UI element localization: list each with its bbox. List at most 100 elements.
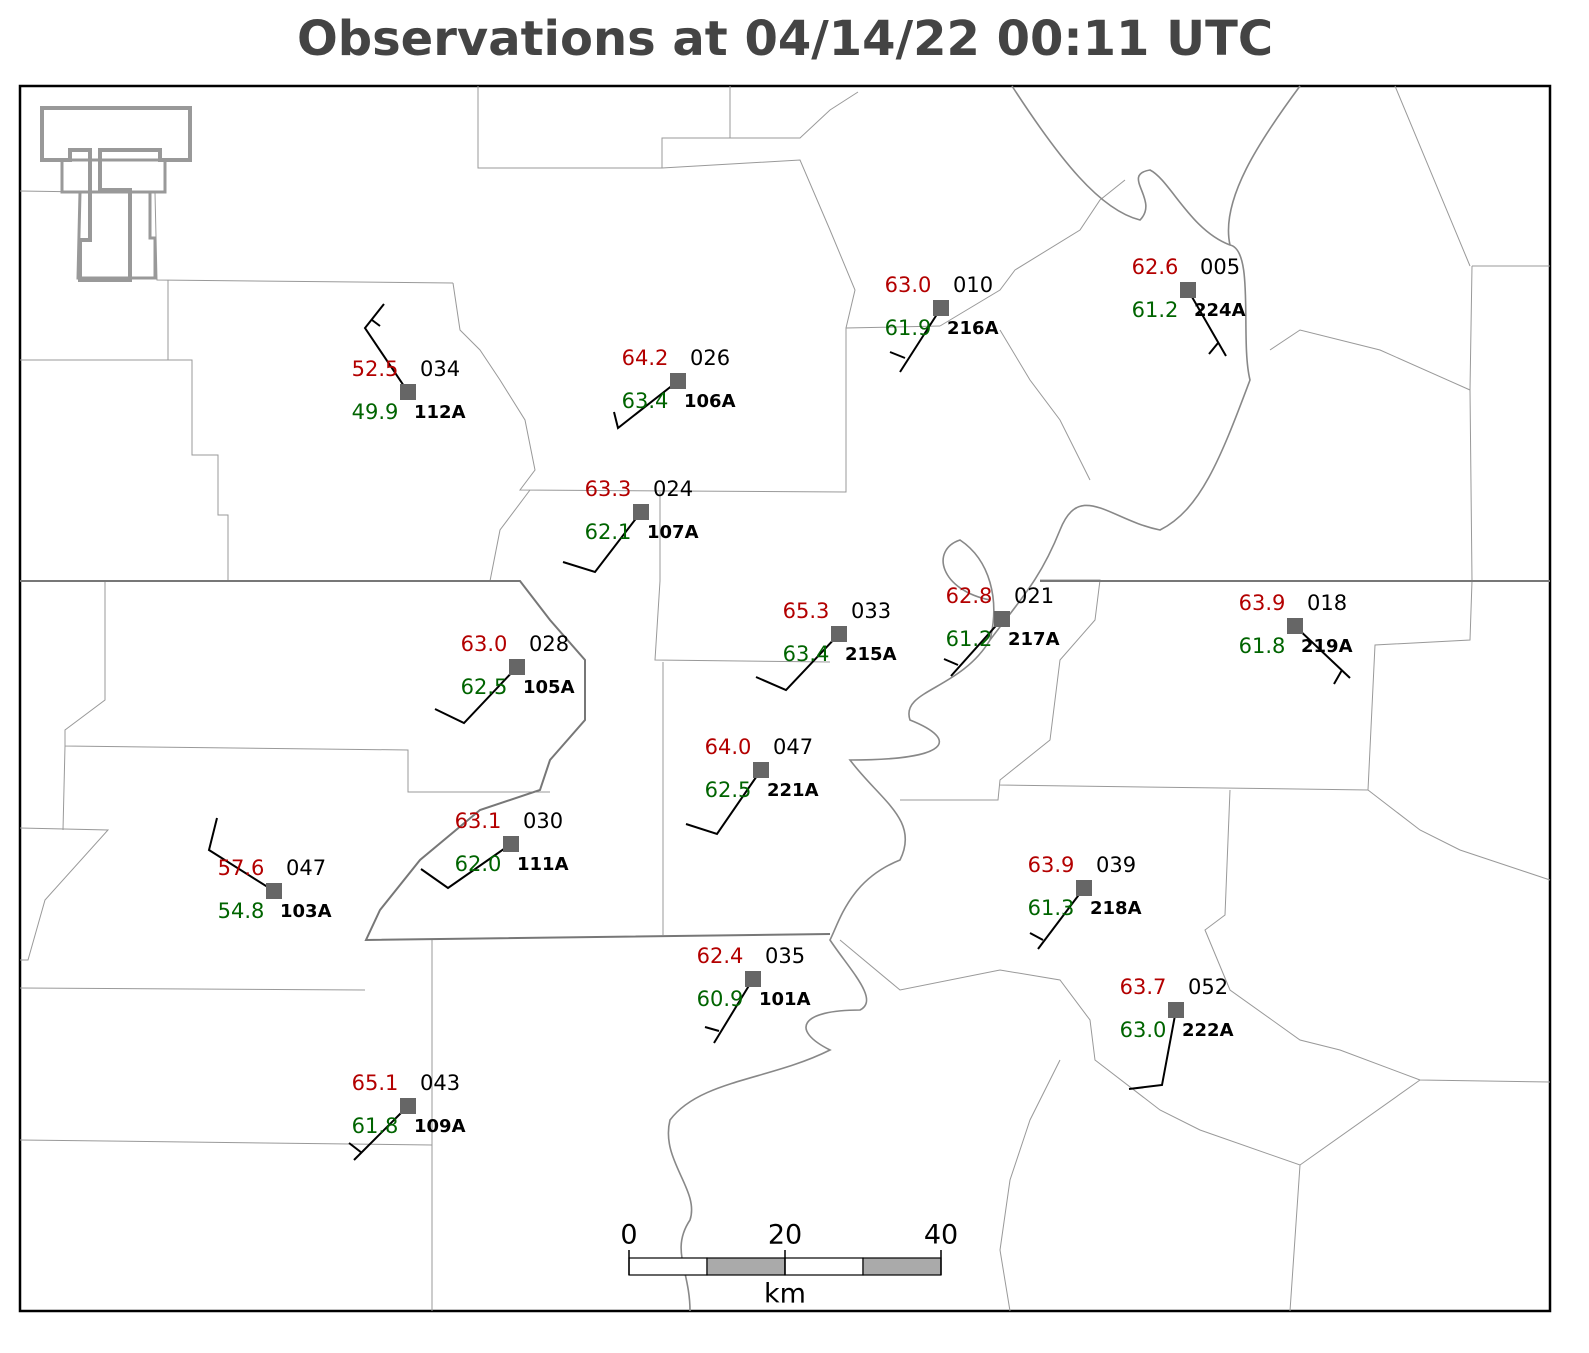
wind-barb [1128, 1009, 1177, 1090]
station-id: 222A [1182, 1020, 1234, 1041]
wind-barb [613, 380, 679, 430]
dewpoint: 61.9 [885, 316, 932, 340]
wind-barb [1294, 625, 1351, 679]
wind-barb [348, 1142, 363, 1154]
scale-tick-label: 20 [768, 1220, 802, 1251]
temperature: 63.0 [885, 273, 932, 297]
station-marker [509, 659, 525, 675]
temperature: 63.9 [1239, 591, 1286, 615]
dewpoint: 60.9 [697, 987, 744, 1011]
station-id: 101A [759, 989, 811, 1010]
wind-barb [1208, 342, 1219, 355]
ttu-logo [40, 106, 192, 282]
temperature: 63.9 [1028, 853, 1075, 877]
wind-barb [950, 618, 1003, 677]
dewpoint: 61.2 [946, 627, 993, 651]
station-marker [753, 762, 769, 778]
pressure: 033 [851, 599, 891, 623]
temperature: 63.1 [455, 809, 502, 833]
temperature: 57.6 [218, 856, 265, 880]
wind-barb [1029, 932, 1044, 941]
wind-barb [1333, 669, 1343, 685]
map-frame [18, 84, 1552, 1313]
station-id: 218A [1090, 898, 1142, 919]
pressure: 030 [523, 809, 563, 833]
station-marker [266, 883, 282, 899]
station-id: 111A [517, 854, 569, 875]
pressure: 024 [653, 477, 693, 501]
wind-barb [207, 817, 275, 892]
station-id: 105A [523, 677, 575, 698]
temperature: 64.0 [705, 735, 752, 759]
dewpoint: 61.8 [352, 1114, 399, 1138]
temperature: 62.4 [697, 944, 744, 968]
station-marker [745, 971, 761, 987]
wind-barb [562, 511, 642, 574]
station-marker [670, 373, 686, 389]
scale-segment [706, 1257, 786, 1276]
scale-bar: 0 20 40 km [620, 1220, 958, 1310]
scale-segment [862, 1257, 942, 1276]
dewpoint: 63.4 [783, 642, 830, 666]
wind-barb [1037, 887, 1085, 950]
station-marker [503, 836, 519, 852]
station-marker [633, 504, 649, 520]
dewpoint: 62.5 [705, 778, 752, 802]
pressure: 035 [765, 944, 805, 968]
boundaries [19, 85, 1551, 1312]
station-id: 103A [280, 901, 332, 922]
temperature: 65.3 [783, 599, 830, 623]
station-id: 217A [1008, 629, 1060, 650]
dewpoint: 63.4 [622, 389, 669, 413]
temperature: 63.0 [461, 632, 508, 656]
scale-segment [784, 1257, 864, 1276]
station-id: 216A [947, 318, 999, 339]
station-marker [1076, 880, 1092, 896]
wind-barb [943, 658, 959, 666]
temperature: 62.6 [1132, 255, 1179, 279]
station-marker [933, 300, 949, 316]
wind-barb [363, 303, 409, 393]
pressure: 052 [1188, 975, 1228, 999]
station-marker [1287, 618, 1303, 634]
station-marker [1168, 1002, 1184, 1018]
pressure: 021 [1014, 584, 1054, 608]
pressure: 005 [1200, 255, 1240, 279]
dewpoint: 61.2 [1132, 298, 1179, 322]
wind-barb [434, 666, 518, 725]
station-id: 106A [684, 391, 736, 412]
station-marker [831, 626, 847, 642]
station-marker [994, 611, 1010, 627]
temperature: 63.7 [1120, 975, 1167, 999]
dewpoint: 62.0 [455, 852, 502, 876]
pressure: 028 [529, 632, 569, 656]
pressure: 047 [773, 735, 813, 759]
dewpoint: 54.8 [218, 899, 265, 923]
pressure: 018 [1307, 591, 1347, 615]
dewpoint: 62.5 [461, 675, 508, 699]
scale-tick-label: 40 [924, 1220, 958, 1251]
dewpoint: 61.3 [1028, 896, 1075, 920]
temperature: 65.1 [352, 1071, 399, 1095]
temperature: 64.2 [622, 346, 669, 370]
wind-barb [704, 1026, 720, 1032]
temperature: 52.5 [352, 357, 399, 381]
dewpoint: 63.0 [1120, 1018, 1167, 1042]
pressure: 034 [420, 357, 460, 381]
title: Observations at 04/14/22 00:11 UTC [297, 11, 1273, 67]
station-id: 219A [1301, 636, 1353, 657]
station-id: 224A [1194, 300, 1246, 321]
dewpoint: 61.8 [1239, 634, 1286, 658]
scale-segment [628, 1257, 708, 1276]
dewpoint: 62.1 [585, 520, 632, 544]
wind-barb [713, 978, 754, 1044]
station-id: 112A [414, 402, 466, 423]
wind-barb [420, 843, 512, 890]
stations: 52.5 034 49.9 112A 64.2 026 63.4 106A 63.3 024 62.… [207, 255, 1353, 1161]
station-id: 215A [845, 644, 897, 665]
wind-barb [685, 769, 762, 836]
wind-barb [889, 351, 906, 359]
station-marker [1180, 282, 1196, 298]
wind-barb [899, 307, 942, 373]
